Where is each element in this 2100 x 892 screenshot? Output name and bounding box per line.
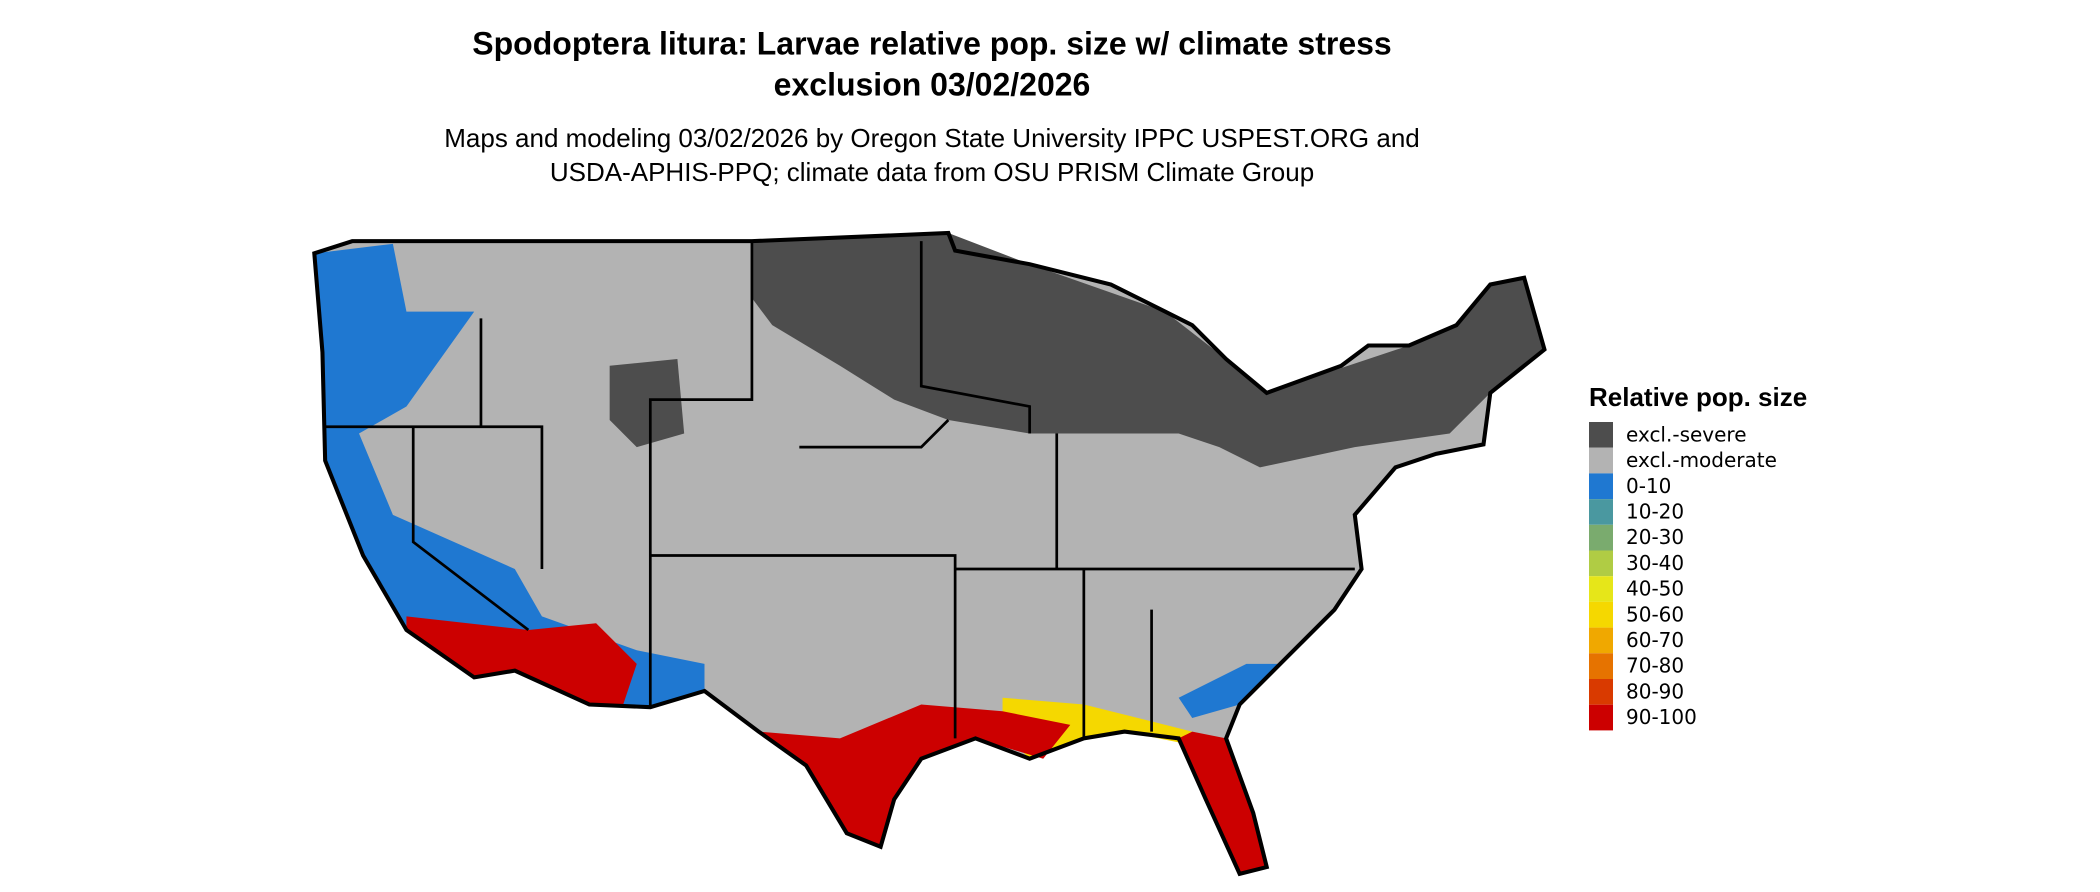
us-map bbox=[312, 230, 1547, 877]
legend: excl.-severeexcl.-moderate0-1010-2020-30… bbox=[1589, 422, 1777, 731]
title: exclusion 03/02/2026 bbox=[774, 66, 1091, 102]
severe-zone bbox=[609, 359, 685, 448]
legend-label: 80-90 bbox=[1626, 679, 1684, 703]
legend-label: excl.-moderate bbox=[1626, 448, 1777, 472]
legend-title: Relative pop. size bbox=[1589, 382, 1807, 412]
high-zone bbox=[1178, 731, 1267, 874]
legend-label: 90-100 bbox=[1626, 705, 1697, 729]
legend-swatch bbox=[1589, 422, 1613, 448]
high-zone bbox=[406, 616, 637, 705]
legend-label: 0-10 bbox=[1626, 474, 1671, 498]
legend-swatch bbox=[1589, 499, 1613, 525]
low-zone bbox=[1178, 663, 1281, 719]
legend-label: 30-40 bbox=[1626, 551, 1684, 575]
severe-zone bbox=[751, 233, 1545, 468]
legend-swatch bbox=[1589, 679, 1613, 705]
legend-label: 20-30 bbox=[1626, 525, 1684, 549]
legend-swatch bbox=[1589, 704, 1613, 731]
subtitle: Maps and modeling 03/02/2026 by Oregon S… bbox=[444, 123, 1420, 153]
subtitle: USDA-APHIS-PPQ; climate data from OSU PR… bbox=[550, 157, 1314, 187]
legend-label: 70-80 bbox=[1626, 654, 1684, 678]
legend-label: 40-50 bbox=[1626, 577, 1684, 601]
legend-label: 10-20 bbox=[1626, 499, 1684, 523]
legend-swatch bbox=[1589, 653, 1613, 679]
title: Spodoptera litura: Larvae relative pop. … bbox=[472, 25, 1391, 61]
legend-swatch bbox=[1589, 601, 1613, 628]
low-zone bbox=[314, 243, 705, 708]
legend-swatch bbox=[1589, 550, 1613, 577]
legend-swatch bbox=[1589, 627, 1613, 654]
us-outline bbox=[312, 230, 1547, 877]
legend-swatch bbox=[1589, 524, 1613, 551]
legend-swatch bbox=[1589, 447, 1613, 474]
legend-swatch bbox=[1589, 473, 1613, 500]
legend-label: excl.-severe bbox=[1626, 422, 1747, 446]
state-lines bbox=[325, 241, 1355, 739]
legend-label: 60-70 bbox=[1626, 628, 1684, 652]
high-zone bbox=[758, 704, 1071, 847]
legend-label: 50-60 bbox=[1626, 602, 1684, 626]
legend-swatch bbox=[1589, 576, 1613, 602]
